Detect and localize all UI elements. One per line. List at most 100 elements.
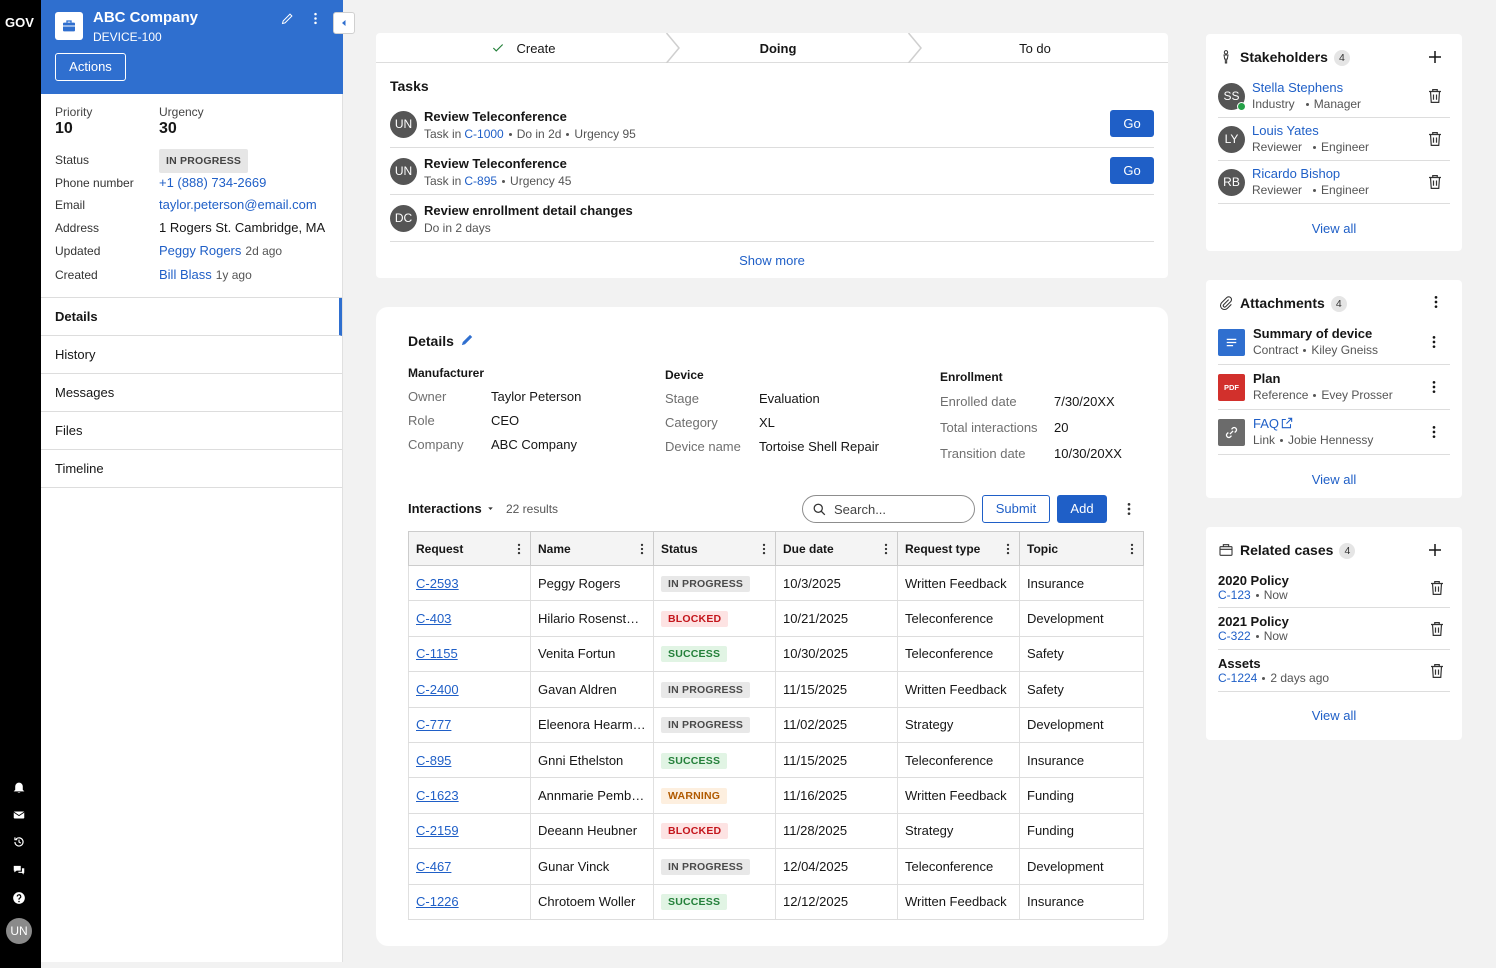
add-button[interactable]: Add <box>1057 495 1107 523</box>
related-link[interactable]: C-123 <box>1218 588 1251 602</box>
cell-text: Gnni Ethelston <box>538 752 624 768</box>
column-menu-shape <box>762 551 766 555</box>
attachments-kebab[interactable] <box>1428 294 1444 310</box>
request-link[interactable]: C-2159 <box>416 823 459 839</box>
task-meta-text: Do in 2 days <box>424 221 491 235</box>
related-time: 2 days ago <box>1257 671 1329 685</box>
related-time: Now <box>1251 588 1288 602</box>
remove-related[interactable] <box>1428 662 1446 680</box>
view-all[interactable]: View all <box>1311 221 1357 236</box>
remove-stakeholder[interactable] <box>1426 130 1444 148</box>
edit-button[interactable] <box>280 11 295 26</box>
request-link[interactable]: C-777 <box>416 717 452 733</box>
request-link[interactable]: C-1155 <box>416 646 458 662</box>
request-link[interactable]: C-895 <box>416 752 452 768</box>
submit-button[interactable]: Submit <box>982 495 1050 523</box>
table-cell: Funding <box>1019 777 1144 814</box>
tab[interactable]: History <box>41 336 342 374</box>
column-menu[interactable] <box>757 542 771 556</box>
attachment-menu-shape <box>1432 336 1436 339</box>
status-badge: SUCCESS <box>661 646 728 663</box>
request-link[interactable]: C-2400 <box>416 681 459 697</box>
nav-chat[interactable] <box>12 863 26 877</box>
field-link[interactable]: +1 (888) 734-2669 <box>159 175 267 190</box>
field-link[interactable]: Bill Blass <box>159 267 212 282</box>
details-edit[interactable] <box>460 332 475 347</box>
column-menu[interactable] <box>879 542 893 556</box>
stakeholder-position: Manager <box>1301 97 1361 111</box>
stakeholder-name[interactable]: Stella Stephens <box>1252 80 1344 95</box>
interactions-title[interactable]: Interactions <box>408 501 482 516</box>
nav-help[interactable] <box>12 891 26 905</box>
table-cell: 11/15/2025 <box>775 741 898 779</box>
stage[interactable]: Doing <box>759 41 797 56</box>
case-menu[interactable] <box>308 11 323 26</box>
detail-label: Stage <box>665 391 699 406</box>
view-all[interactable]: View all <box>1311 708 1357 723</box>
actions-button[interactable]: Actions <box>55 53 126 81</box>
stakeholder-name[interactable]: Ricardo Bishop <box>1252 166 1341 181</box>
interactions-menu[interactable] <box>1121 501 1137 517</box>
column-header: Due date <box>775 531 898 566</box>
remove-stakeholder[interactable] <box>1426 173 1444 191</box>
nav-bell[interactable] <box>12 780 26 794</box>
remove-related[interactable] <box>1428 620 1446 638</box>
interactions-caret-shape <box>488 507 493 510</box>
nav-hist[interactable] <box>12 835 26 849</box>
column-title: Request <box>416 541 464 556</box>
remove-stakeholder[interactable] <box>1426 87 1444 105</box>
table-row: C-2593 Peggy Rogers IN PROGRESS 10/3/2025 Wr… <box>408 564 1144 602</box>
view-all[interactable]: View all <box>1311 472 1357 487</box>
attachment-type: Contract <box>1253 343 1299 357</box>
cell-text: Deeann Heubner <box>538 823 638 839</box>
go-button[interactable]: Go <box>1110 157 1154 184</box>
field-link[interactable]: Peggy Rogers <box>159 243 242 258</box>
tab-list: Details History Messages Files Timeline <box>41 297 342 488</box>
attachment-person: Evey Prosser <box>1308 388 1392 402</box>
go-button[interactable]: Go <box>1110 110 1154 137</box>
attachments-icon <box>1219 296 1233 311</box>
nav-mail[interactable] <box>12 808 26 822</box>
table-cell: Development <box>1019 706 1144 743</box>
tab[interactable]: Files <box>41 412 342 450</box>
stage[interactable]: To do <box>1019 41 1051 56</box>
search-box[interactable]: Search... <box>802 495 975 523</box>
field-link[interactable]: taylor.peterson@email.com <box>159 197 317 212</box>
column-menu[interactable] <box>512 542 526 556</box>
status-badge: SUCCESS <box>661 752 728 769</box>
stakeholder-name[interactable]: Louis Yates <box>1252 123 1319 138</box>
tab[interactable]: Details <box>41 298 342 336</box>
attachment-title: Summary of device <box>1253 326 1373 341</box>
attachment-menu[interactable] <box>1426 334 1442 350</box>
attachment-menu[interactable] <box>1426 424 1442 440</box>
column-title: Request type <box>905 541 981 556</box>
remove-related[interactable] <box>1428 579 1446 597</box>
tab[interactable]: Messages <box>41 374 342 412</box>
related-link[interactable]: C-1224 <box>1218 671 1258 685</box>
column-menu[interactable] <box>1001 542 1015 556</box>
task-case-link[interactable]: C-1000 <box>464 127 504 141</box>
stakeholders-plus[interactable] <box>1426 48 1444 66</box>
column-menu-shape <box>517 547 521 551</box>
column-menu-shape <box>884 543 888 547</box>
cell-text: 10/3/2025 <box>783 575 841 591</box>
show-more[interactable]: Show more <box>739 253 805 268</box>
collapse-toggle[interactable] <box>333 12 355 34</box>
related-link[interactable]: C-322 <box>1218 629 1251 643</box>
request-link[interactable]: C-403 <box>416 611 452 627</box>
details-edit-shape <box>461 334 473 346</box>
request-link[interactable]: C-1226 <box>416 894 459 910</box>
request-link[interactable]: C-2593 <box>416 575 459 591</box>
tab[interactable]: Timeline <box>41 450 342 488</box>
related-plus[interactable] <box>1426 541 1444 559</box>
attachment-menu[interactable] <box>1426 379 1442 395</box>
user-avatar[interactable]: UN <box>6 918 32 944</box>
stage[interactable]: Create <box>516 41 556 56</box>
task-case-link[interactable]: C-895 <box>464 174 498 188</box>
column-menu[interactable] <box>1125 542 1139 556</box>
column-menu[interactable] <box>635 542 649 556</box>
attachment-title[interactable]: FAQ <box>1253 416 1280 431</box>
request-link[interactable]: C-467 <box>416 858 452 874</box>
related-row: 2021 Policy C-322 Now <box>1218 608 1450 650</box>
request-link[interactable]: C-1623 <box>416 788 459 804</box>
